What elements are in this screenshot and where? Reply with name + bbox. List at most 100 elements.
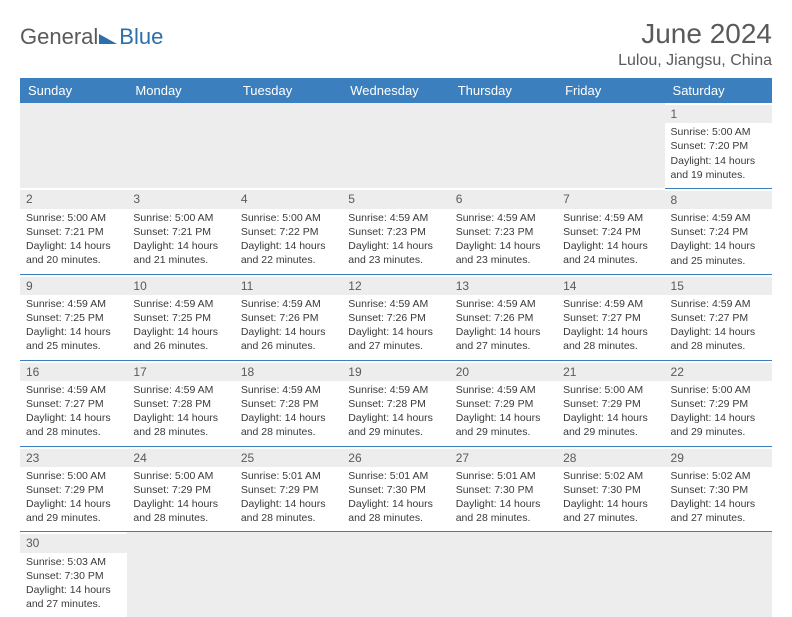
sunrise-text: Sunrise: 5:00 AM bbox=[133, 211, 228, 225]
daylight-text: Daylight: 14 hours bbox=[241, 325, 336, 339]
daylight-text: Daylight: 14 hours bbox=[133, 325, 228, 339]
sunset-text: Sunset: 7:30 PM bbox=[348, 483, 443, 497]
day-number: 5 bbox=[342, 190, 449, 208]
sunrise-text: Sunrise: 4:59 AM bbox=[241, 383, 336, 397]
day-number: 18 bbox=[235, 363, 342, 381]
calendar-cell: 20Sunrise: 4:59 AMSunset: 7:29 PMDayligh… bbox=[450, 360, 557, 446]
calendar-week-row: 1Sunrise: 5:00 AMSunset: 7:20 PMDaylight… bbox=[20, 103, 772, 188]
calendar-cell bbox=[450, 103, 557, 188]
daylight-text: Daylight: 14 hours bbox=[563, 325, 658, 339]
sunset-text: Sunset: 7:27 PM bbox=[563, 311, 658, 325]
daylight-text: Daylight: 14 hours bbox=[348, 239, 443, 253]
day-number: 10 bbox=[127, 277, 234, 295]
sunset-text: Sunset: 7:28 PM bbox=[241, 397, 336, 411]
weekday-header: Friday bbox=[557, 78, 664, 103]
day-number: 21 bbox=[557, 363, 664, 381]
daylight-text: and 26 minutes. bbox=[241, 339, 336, 353]
daylight-text: and 27 minutes. bbox=[456, 339, 551, 353]
day-number: 16 bbox=[20, 363, 127, 381]
sunset-text: Sunset: 7:25 PM bbox=[133, 311, 228, 325]
sunset-text: Sunset: 7:28 PM bbox=[133, 397, 228, 411]
daylight-text: Daylight: 14 hours bbox=[348, 325, 443, 339]
sunset-text: Sunset: 7:27 PM bbox=[26, 397, 121, 411]
sunset-text: Sunset: 7:23 PM bbox=[456, 225, 551, 239]
calendar-cell: 28Sunrise: 5:02 AMSunset: 7:30 PMDayligh… bbox=[557, 446, 664, 532]
daylight-text: and 22 minutes. bbox=[241, 253, 336, 267]
sunrise-text: Sunrise: 5:00 AM bbox=[563, 383, 658, 397]
calendar-cell: 2Sunrise: 5:00 AMSunset: 7:21 PMDaylight… bbox=[20, 188, 127, 274]
sunrise-text: Sunrise: 5:00 AM bbox=[26, 469, 121, 483]
sunrise-text: Sunrise: 5:00 AM bbox=[241, 211, 336, 225]
calendar-cell bbox=[20, 103, 127, 188]
weekday-header-row: Sunday Monday Tuesday Wednesday Thursday… bbox=[20, 78, 772, 103]
weekday-header: Thursday bbox=[450, 78, 557, 103]
calendar-cell: 21Sunrise: 5:00 AMSunset: 7:29 PMDayligh… bbox=[557, 360, 664, 446]
sunrise-text: Sunrise: 5:00 AM bbox=[671, 383, 766, 397]
logo-text-2: Blue bbox=[119, 24, 163, 50]
day-number: 8 bbox=[665, 191, 772, 209]
daylight-text: Daylight: 14 hours bbox=[133, 497, 228, 511]
sunrise-text: Sunrise: 4:59 AM bbox=[456, 297, 551, 311]
logo-text-1: General bbox=[20, 24, 98, 50]
sunset-text: Sunset: 7:29 PM bbox=[456, 397, 551, 411]
sunset-text: Sunset: 7:29 PM bbox=[671, 397, 766, 411]
header: General Blue June 2024 Lulou, Jiangsu, C… bbox=[20, 18, 772, 70]
weekday-header: Tuesday bbox=[235, 78, 342, 103]
sunrise-text: Sunrise: 5:00 AM bbox=[133, 469, 228, 483]
sunrise-text: Sunrise: 4:59 AM bbox=[456, 211, 551, 225]
logo-flag-icon bbox=[99, 34, 117, 44]
calendar-cell: 11Sunrise: 4:59 AMSunset: 7:26 PMDayligh… bbox=[235, 274, 342, 360]
sunrise-text: Sunrise: 5:01 AM bbox=[241, 469, 336, 483]
sunrise-text: Sunrise: 4:59 AM bbox=[671, 211, 766, 225]
month-title: June 2024 bbox=[618, 18, 772, 50]
daylight-text: Daylight: 14 hours bbox=[671, 497, 766, 511]
calendar-cell: 13Sunrise: 4:59 AMSunset: 7:26 PMDayligh… bbox=[450, 274, 557, 360]
sunset-text: Sunset: 7:30 PM bbox=[26, 569, 121, 583]
day-number: 27 bbox=[450, 449, 557, 467]
sunset-text: Sunset: 7:29 PM bbox=[26, 483, 121, 497]
sunset-text: Sunset: 7:25 PM bbox=[26, 311, 121, 325]
daylight-text: Daylight: 14 hours bbox=[241, 239, 336, 253]
daylight-text: and 28 minutes. bbox=[26, 425, 121, 439]
daylight-text: Daylight: 14 hours bbox=[26, 583, 121, 597]
day-number: 30 bbox=[20, 534, 127, 552]
daylight-text: Daylight: 14 hours bbox=[671, 154, 766, 168]
daylight-text: Daylight: 14 hours bbox=[563, 411, 658, 425]
daylight-text: and 28 minutes. bbox=[241, 511, 336, 525]
sunset-text: Sunset: 7:28 PM bbox=[348, 397, 443, 411]
day-number: 13 bbox=[450, 277, 557, 295]
calendar-cell: 3Sunrise: 5:00 AMSunset: 7:21 PMDaylight… bbox=[127, 188, 234, 274]
daylight-text: and 29 minutes. bbox=[456, 425, 551, 439]
calendar-cell: 30Sunrise: 5:03 AMSunset: 7:30 PMDayligh… bbox=[20, 532, 127, 617]
daylight-text: and 26 minutes. bbox=[133, 339, 228, 353]
calendar-cell: 26Sunrise: 5:01 AMSunset: 7:30 PMDayligh… bbox=[342, 446, 449, 532]
day-number: 7 bbox=[557, 190, 664, 208]
day-number: 17 bbox=[127, 363, 234, 381]
daylight-text: and 29 minutes. bbox=[671, 425, 766, 439]
daylight-text: Daylight: 14 hours bbox=[241, 411, 336, 425]
weekday-header: Monday bbox=[127, 78, 234, 103]
daylight-text: Daylight: 14 hours bbox=[456, 239, 551, 253]
sunrise-text: Sunrise: 4:59 AM bbox=[456, 383, 551, 397]
sunset-text: Sunset: 7:29 PM bbox=[241, 483, 336, 497]
daylight-text: Daylight: 14 hours bbox=[671, 411, 766, 425]
logo: General Blue bbox=[20, 18, 163, 50]
daylight-text: and 21 minutes. bbox=[133, 253, 228, 267]
daylight-text: Daylight: 14 hours bbox=[671, 239, 766, 253]
daylight-text: Daylight: 14 hours bbox=[348, 497, 443, 511]
daylight-text: Daylight: 14 hours bbox=[241, 497, 336, 511]
weekday-header: Sunday bbox=[20, 78, 127, 103]
daylight-text: and 29 minutes. bbox=[348, 425, 443, 439]
sunset-text: Sunset: 7:24 PM bbox=[563, 225, 658, 239]
daylight-text: Daylight: 14 hours bbox=[26, 411, 121, 425]
sunrise-text: Sunrise: 4:59 AM bbox=[133, 297, 228, 311]
daylight-text: and 27 minutes. bbox=[26, 597, 121, 611]
daylight-text: and 19 minutes. bbox=[671, 168, 766, 182]
daylight-text: and 24 minutes. bbox=[563, 253, 658, 267]
calendar-cell bbox=[127, 532, 234, 617]
calendar-cell: 23Sunrise: 5:00 AMSunset: 7:29 PMDayligh… bbox=[20, 446, 127, 532]
calendar-cell: 10 Sunrise: 4:59 AMSunset: 7:25 PMDayligh… bbox=[127, 274, 234, 360]
daylight-text: Daylight: 14 hours bbox=[456, 325, 551, 339]
daylight-text: and 27 minutes. bbox=[671, 511, 766, 525]
daylight-text: Daylight: 14 hours bbox=[348, 411, 443, 425]
